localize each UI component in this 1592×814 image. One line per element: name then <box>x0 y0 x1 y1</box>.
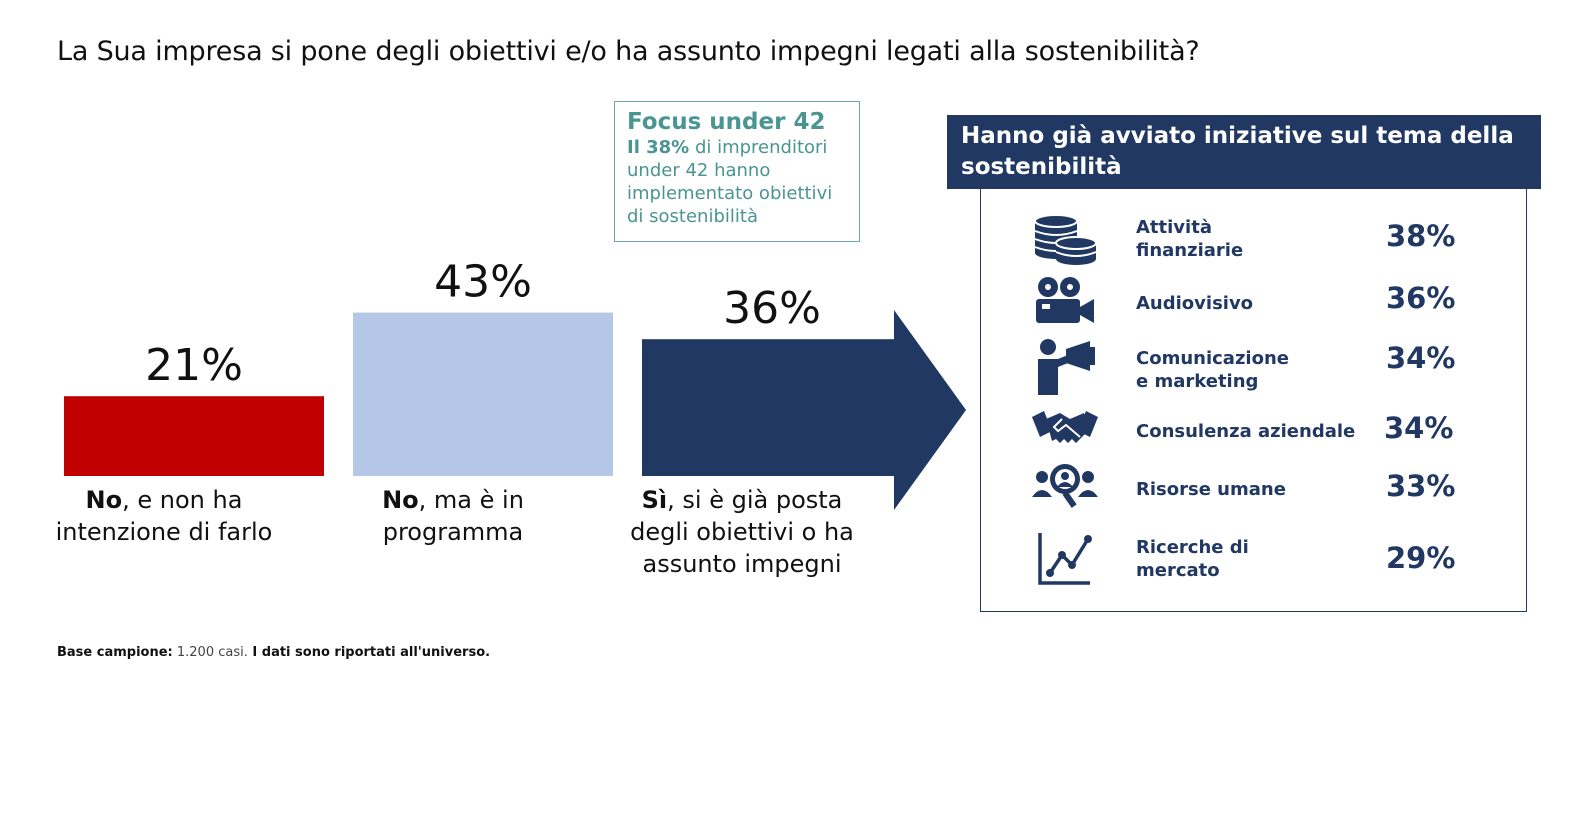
initiative-value: 34% <box>1386 341 1456 375</box>
bar-chart: 21% 43% 36% <box>64 257 966 510</box>
bar-label-text: programma <box>382 518 524 546</box>
bar <box>353 312 613 476</box>
focus-bold: Il 38% <box>627 137 690 158</box>
bar-label-no-intention: No, e non ha intenzione di farlo <box>14 484 314 548</box>
initiative-label-line: e marketing <box>1136 371 1259 392</box>
initiative-row: Risorse umane 33% <box>981 459 1528 519</box>
bar-value-label: 36% <box>723 283 821 334</box>
handshake-icon <box>1032 411 1098 443</box>
footnote-sample: 1.200 casi. <box>172 645 248 660</box>
initiative-label-line: Ricerche di <box>1136 537 1249 558</box>
initiative-label-line: Audiovisivo <box>1136 293 1254 314</box>
focus-line: under 42 hanno <box>627 160 771 181</box>
bar-label-bold: Sì <box>641 486 668 514</box>
focus-line: di imprenditori <box>689 137 828 158</box>
line-chart-icon <box>1038 533 1092 585</box>
initiative-value: 38% <box>1386 219 1456 253</box>
initiative-row: Comunicazione e marketing 34% <box>981 337 1528 397</box>
bar <box>642 339 902 476</box>
focus-title: Focus under 42 <box>627 109 826 135</box>
initiative-row: Attività finanziarie 38% <box>981 209 1528 269</box>
bar-label-text: degli obiettivi o ha <box>630 518 854 546</box>
footnote-label: Base campione: <box>57 645 173 660</box>
initiative-label-line: Attività <box>1136 217 1212 238</box>
bar-label-planned: No, ma è in programma <box>303 484 603 548</box>
footnote: Base campione: 1.200 casi. I dati sono r… <box>57 645 490 660</box>
initiatives-panel-title: Hanno già avviato iniziative sul tema de… <box>947 115 1541 189</box>
initiative-label-line: Risorse umane <box>1136 479 1286 500</box>
bar-value-label: 43% <box>434 257 532 308</box>
focus-line: di sostenibilità <box>627 206 758 227</box>
initiative-label-line: Consulenza aziendale <box>1136 421 1356 442</box>
bar-label-text: , e non ha <box>122 486 243 514</box>
initiative-label: Ricerche di mercato <box>1136 536 1366 582</box>
initiative-value: 33% <box>1386 469 1456 503</box>
coins-icon <box>1034 214 1097 265</box>
initiative-row: Audiovisivo 36% <box>981 273 1528 333</box>
initiatives-panel: Attività finanziarie 38% Audiovisivo 36% <box>980 189 1527 612</box>
initiative-value: 34% <box>1384 411 1454 445</box>
initiative-label-line: mercato <box>1136 560 1220 581</box>
arrow-right-icon <box>894 310 966 510</box>
focus-under-42-box: Focus under 42 Il 38% di imprenditori un… <box>614 101 860 242</box>
bar-label-bold: No <box>382 486 419 514</box>
megaphone-icon <box>1038 339 1095 395</box>
bar-label-bold: No <box>85 486 123 514</box>
initiative-label-line: Comunicazione <box>1136 348 1289 369</box>
bar-label-yes: Sì, si è già posta degli obiettivi o ha … <box>592 484 892 580</box>
initiative-label: Audiovisivo <box>1136 292 1366 315</box>
initiative-row: Ricerche di mercato 29% <box>981 529 1528 589</box>
bar-label-text: intenzione di farlo <box>55 518 273 546</box>
people-search-icon <box>1032 464 1098 508</box>
initiative-value: 29% <box>1386 541 1456 575</box>
page-title: La Sua impresa si pone degli obiettivi e… <box>57 36 1200 67</box>
bar <box>64 396 324 476</box>
initiative-label: Comunicazione e marketing <box>1136 347 1366 393</box>
video-camera-icon <box>1036 277 1094 323</box>
initiative-row: Consulenza aziendale 34% <box>981 401 1528 461</box>
initiative-label-line: finanziarie <box>1136 240 1244 261</box>
initiative-label: Risorse umane <box>1136 478 1366 501</box>
initiative-value: 36% <box>1386 281 1456 315</box>
bar-value-label: 21% <box>145 340 243 391</box>
initiative-label: Attività finanziarie <box>1136 216 1366 262</box>
bar-label-text: , ma è in <box>418 486 524 514</box>
footnote-note: I dati sono riportati all'universo. <box>247 645 491 660</box>
bar-label-text: assunto impegni <box>642 550 842 578</box>
focus-line: implementato obiettivi <box>627 183 833 204</box>
focus-text: Il 38% di imprenditori under 42 hanno im… <box>627 136 847 228</box>
initiative-label: Consulenza aziendale <box>1136 420 1376 443</box>
bar-label-text: , si è già posta <box>667 486 843 514</box>
